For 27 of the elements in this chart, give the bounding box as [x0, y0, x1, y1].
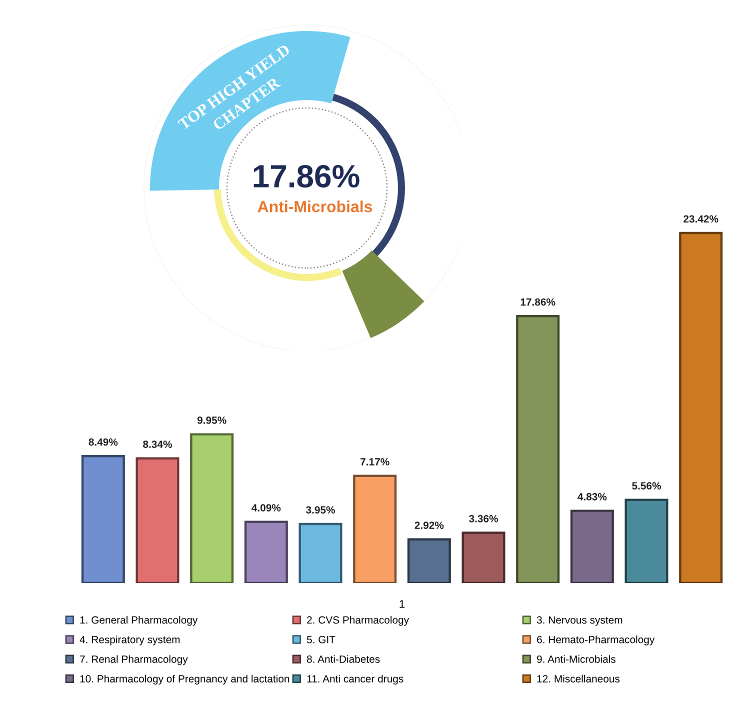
legend-label: 1. General Pharmacology: [80, 616, 198, 626]
legend-label: 11. Anti cancer drugs: [307, 674, 404, 685]
data-label: 23.42%: [684, 215, 718, 223]
legend-label: 6. Hemato-Pharmacology: [537, 636, 655, 646]
legend-label: 2. CVS Pharmacology: [307, 616, 409, 626]
data-label: 3.95%: [306, 506, 335, 514]
legend-label: 4. Respiratory system: [80, 636, 180, 646]
legend-label: 9. Anti-Microbials: [537, 655, 616, 663]
data-label: 8.34%: [143, 440, 172, 448]
data-label: 9.95%: [197, 416, 226, 424]
legend-label: 7. Renal Pharmacology: [80, 655, 188, 665]
data-label: 4.09%: [252, 504, 281, 512]
data-label: 5.56%: [632, 482, 661, 490]
data-label: 7.17%: [360, 458, 390, 466]
legend-label: 3. Nervous system: [536, 616, 622, 626]
legend-label: 8. Anti-Diabetes: [306, 655, 380, 663]
data-label: 4.83%: [578, 493, 607, 500]
text: Anti-Microbials: [258, 200, 372, 212]
legend-label: 5. GIT: [306, 636, 336, 644]
legend-label: 10. Pharmacology of Pregnancy and lactation: [80, 674, 290, 685]
data-label: 17.86%: [520, 298, 556, 306]
legend-label: 12. Miscellaneous: [537, 674, 620, 682]
data-label: 8.49%: [88, 438, 118, 446]
data-label: 2.92%: [414, 522, 444, 529]
data-label: 3.36%: [468, 515, 498, 522]
x-axis-title: 1: [400, 600, 405, 608]
text: 17.86%: [254, 164, 360, 188]
